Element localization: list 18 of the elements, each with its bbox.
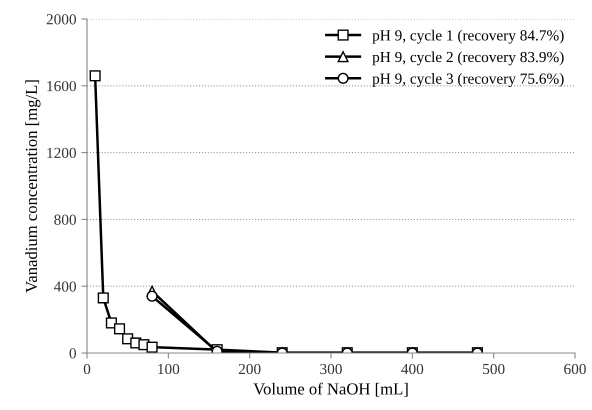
legend-label: pH 9, cycle 1 (recovery 84.7%): [372, 30, 564, 44]
y-tick-label: 1600: [47, 80, 76, 92]
y-tick-label: 400: [54, 281, 76, 292]
y-tick-label: 0: [70, 348, 76, 358]
x-tick-label: 400: [401, 364, 424, 374]
x-tick-label: 200: [238, 364, 261, 374]
x-tick-label: 0: [84, 364, 90, 374]
x-tick-label: 300: [320, 364, 342, 374]
x-tick-label: 600: [564, 364, 586, 374]
x-tick-label: 500: [483, 364, 505, 374]
legend-label: pH 9, cycle 2 (recovery 83.9%): [372, 51, 564, 66]
y-tick-label: 2000: [46, 14, 76, 24]
legend-label: pH 9, cycle 3 (recovery 75.6%): [372, 73, 564, 87]
x-tick-label: 100: [158, 364, 180, 374]
x-axis-title: Volume of NaOH [mL]: [253, 382, 408, 397]
y-axis-title: Vanadium concentration [mg/L]: [25, 80, 40, 293]
y-tick-label: 800: [54, 214, 76, 225]
y-tick-label: 1200: [47, 148, 76, 158]
